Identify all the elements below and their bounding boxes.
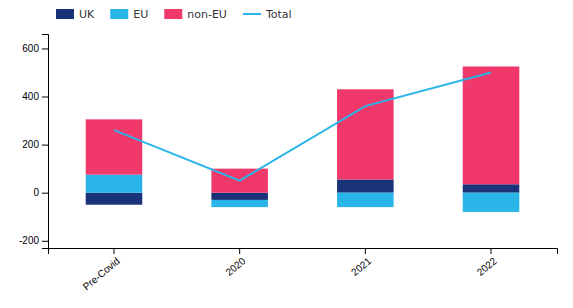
bar bbox=[86, 193, 143, 205]
bar bbox=[463, 184, 520, 192]
bar bbox=[463, 66, 520, 184]
tick-label: 2022 bbox=[475, 255, 499, 278]
tick-mark bbox=[42, 241, 48, 242]
axis-line bbox=[49, 249, 558, 255]
bar-series bbox=[86, 175, 520, 212]
tick-mark bbox=[491, 248, 492, 254]
legend-item: Total bbox=[243, 8, 292, 21]
legend-item: EU bbox=[110, 8, 148, 21]
x-tick: 2021 bbox=[349, 248, 373, 278]
legend-swatch bbox=[164, 9, 182, 19]
legend-swatch bbox=[110, 9, 128, 19]
bar-series bbox=[86, 66, 520, 192]
legend-label: EU bbox=[133, 8, 148, 21]
axis-line bbox=[42, 35, 49, 249]
tick-label: 200 bbox=[22, 139, 39, 150]
tick-label: 2021 bbox=[349, 255, 373, 278]
y-tick: 400 bbox=[22, 91, 48, 102]
legend-label: UK bbox=[79, 8, 95, 21]
legend-label: non-EU bbox=[187, 8, 227, 21]
bar bbox=[463, 193, 520, 212]
x-axis: Pre-Covid 2020 2021 2022 bbox=[49, 248, 558, 292]
bar bbox=[337, 193, 394, 207]
y-tick: 0 bbox=[33, 187, 48, 198]
legend-item: non-EU bbox=[164, 8, 227, 21]
plot: -200 0 200 400 600 Pre-Covid 2020 2021 2022 bbox=[19, 35, 558, 293]
bar bbox=[86, 175, 143, 193]
y-tick: 200 bbox=[22, 139, 48, 150]
tick-mark bbox=[42, 193, 48, 194]
bar bbox=[86, 119, 143, 174]
tick-mark bbox=[42, 48, 48, 49]
tick-mark bbox=[42, 145, 48, 146]
x-tick: 2020 bbox=[223, 248, 247, 278]
bar bbox=[337, 89, 394, 179]
x-tick: 2022 bbox=[475, 248, 499, 278]
tick-mark bbox=[365, 248, 366, 254]
legend-item: UK bbox=[56, 8, 95, 21]
bar bbox=[211, 193, 268, 200]
tick-label: 2020 bbox=[223, 255, 247, 278]
x-tick: Pre-Covid bbox=[81, 248, 122, 292]
y-tick: 600 bbox=[22, 43, 48, 54]
marks bbox=[86, 66, 520, 211]
legend-swatch bbox=[243, 13, 261, 15]
bar bbox=[211, 200, 268, 207]
legend-label: Total bbox=[265, 8, 292, 21]
line bbox=[114, 72, 491, 180]
legend: UK EU non-EU Total bbox=[56, 8, 292, 21]
tick-mark bbox=[42, 97, 48, 98]
chart: -200 0 200 400 600 Pre-Covid 2020 2021 2022 UK EU n… bbox=[0, 0, 573, 308]
tick-label: -200 bbox=[19, 235, 39, 246]
tick-label: 400 bbox=[22, 91, 39, 102]
tick-label: 0 bbox=[33, 187, 39, 198]
legend-swatch bbox=[56, 9, 74, 19]
y-tick: -200 bbox=[19, 235, 48, 246]
bar-series bbox=[86, 179, 520, 204]
tick-mark bbox=[239, 248, 240, 254]
bar bbox=[337, 179, 394, 192]
tick-label: Pre-Covid bbox=[81, 255, 122, 292]
tick-label: 600 bbox=[22, 43, 39, 54]
tick-mark bbox=[113, 248, 114, 254]
y-axis: -200 0 200 400 600 bbox=[19, 35, 49, 249]
